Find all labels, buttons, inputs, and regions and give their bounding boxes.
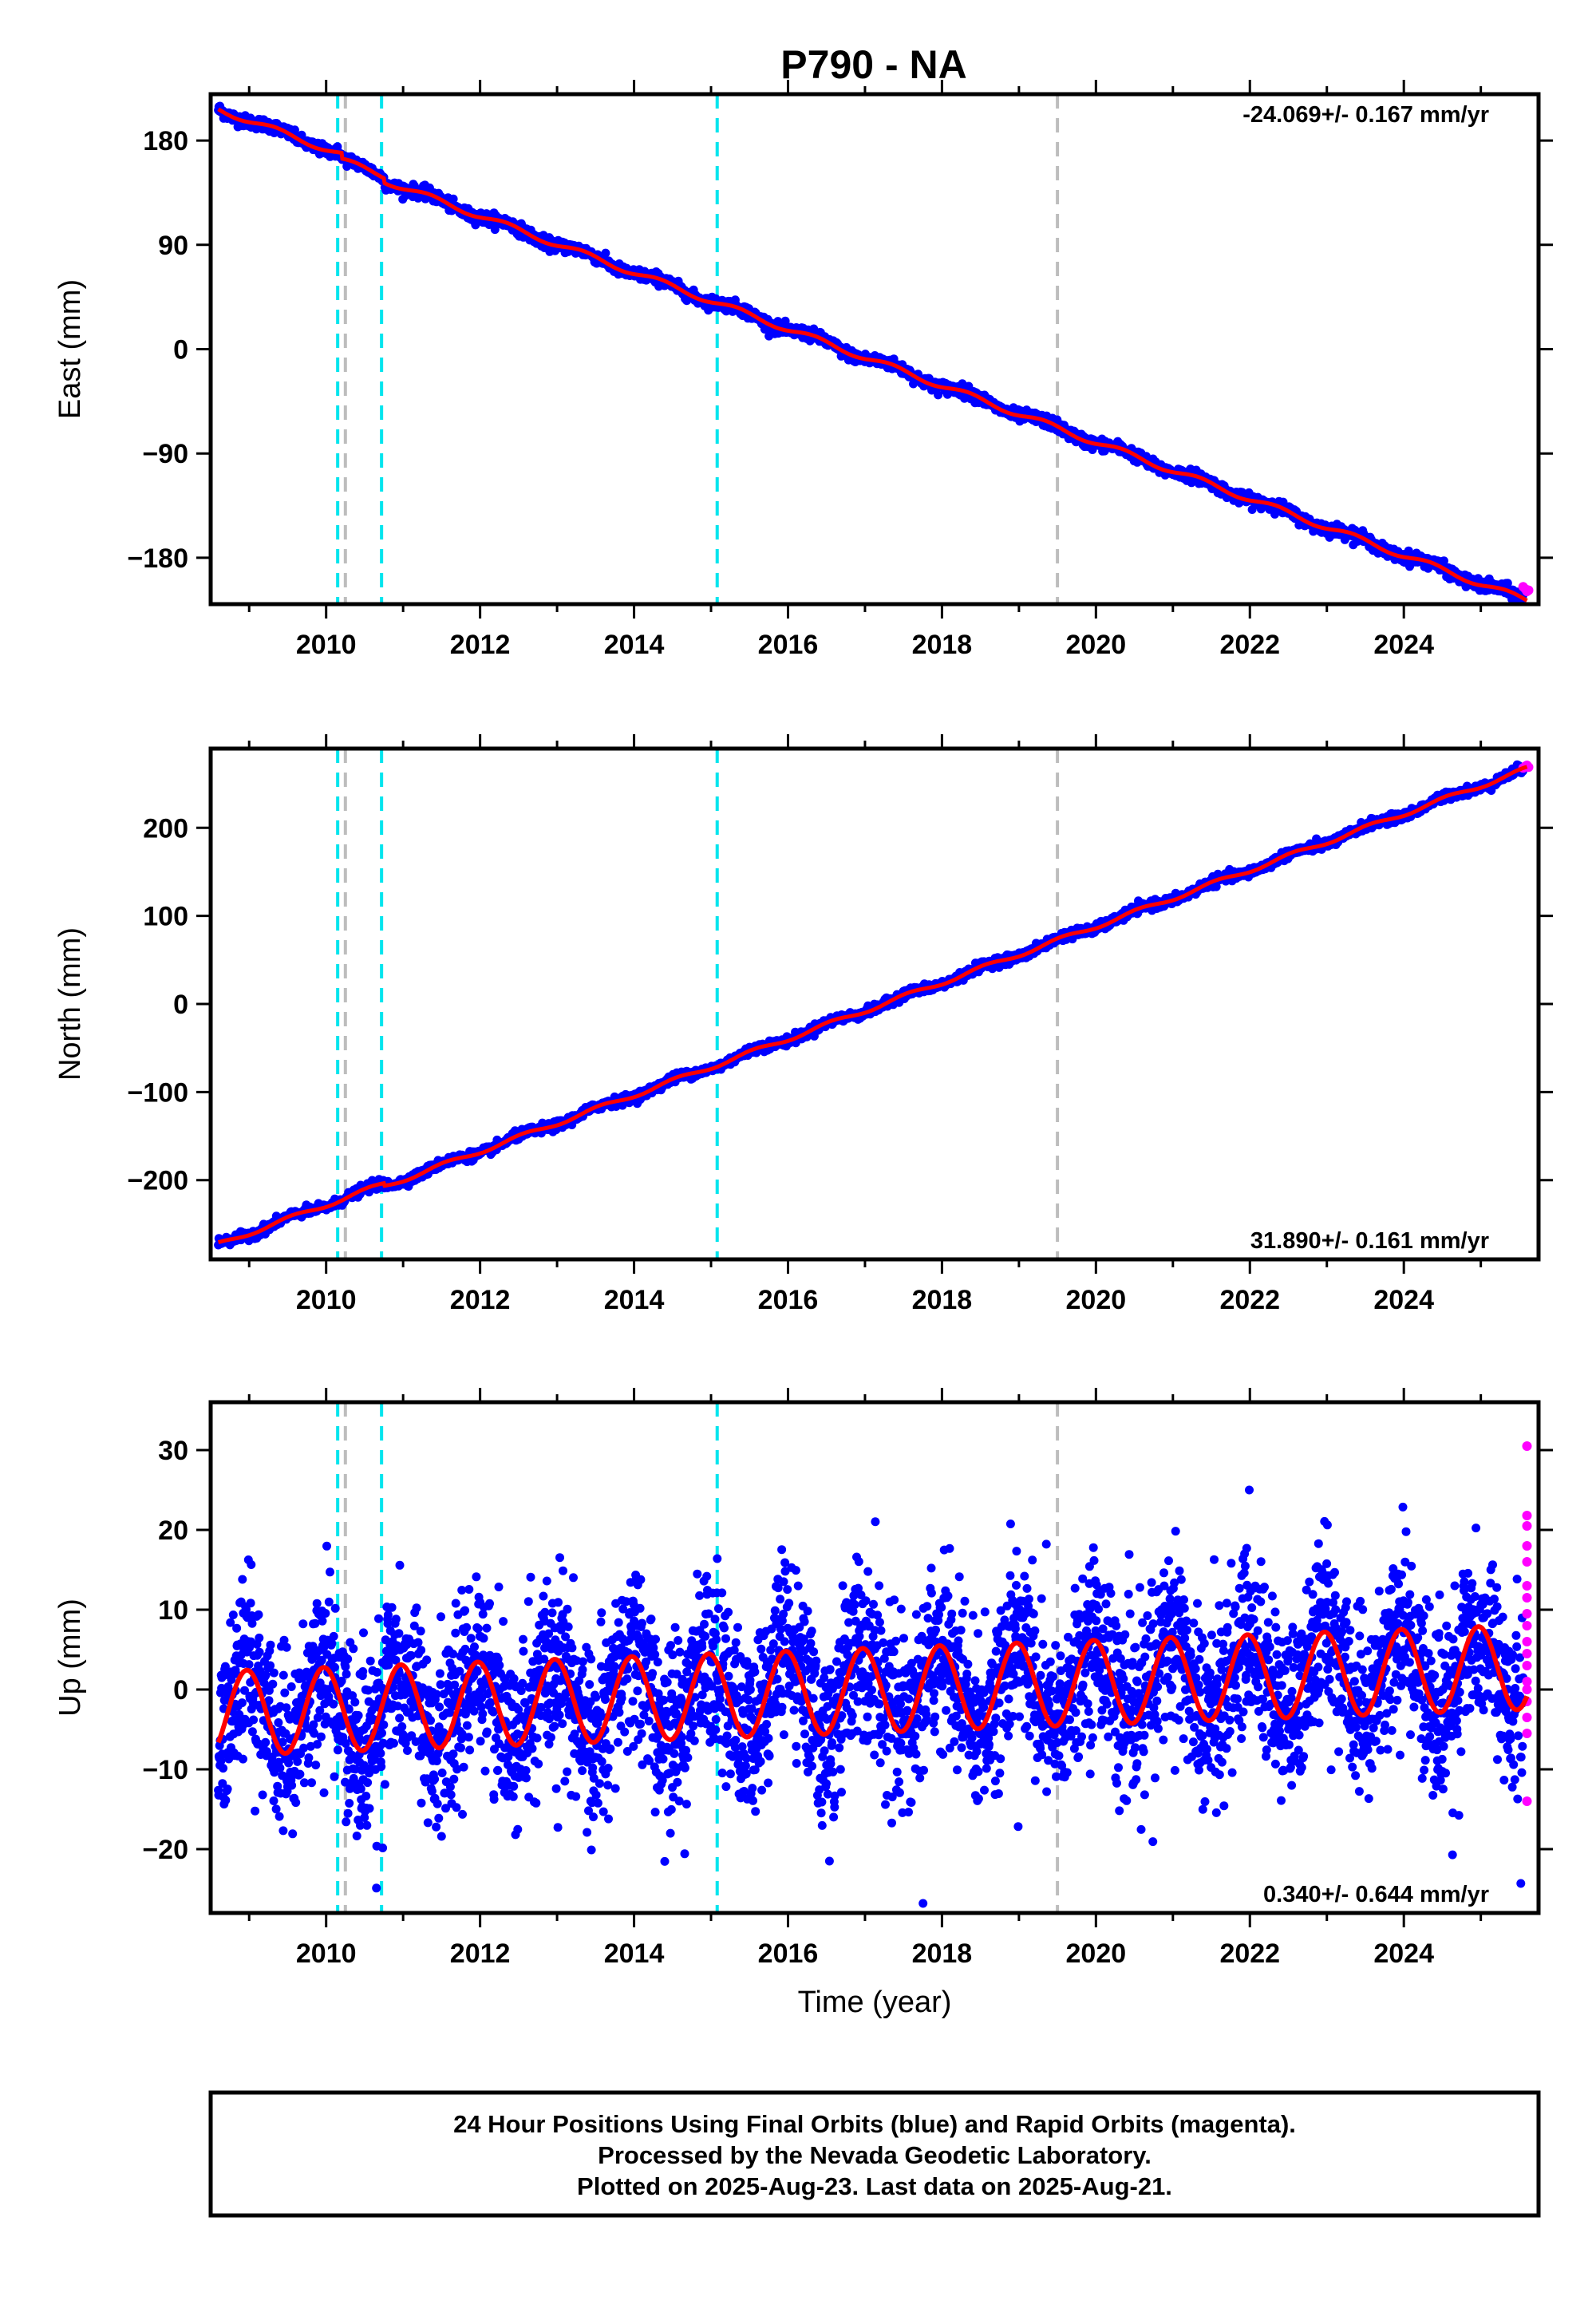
east-event-lines [336, 94, 1060, 604]
east-final-point [601, 248, 610, 258]
east-y-tick-label: 180 [143, 126, 188, 156]
figure-title: P790 - NA [780, 42, 966, 87]
east-x-tick-labels: 2010 2012 2014 2016 2018 2020 2022 2024 [296, 630, 1434, 660]
east-rate-annotation: -24.069+/- 0.167 mm/yr [1242, 102, 1489, 128]
east-x-tick-label: 2014 [604, 630, 665, 660]
east-y-tick-label: 0 [173, 335, 188, 366]
east-rapid-point [1523, 585, 1534, 595]
east-x-tick-label: 2010 [296, 630, 357, 660]
east-x-tick-label: 2018 [912, 630, 973, 660]
east-final-point [934, 390, 943, 400]
east-final-point [448, 194, 458, 204]
east-x-tick-label: 2022 [1219, 630, 1280, 660]
east-y-axis-label: East (mm) [53, 279, 87, 419]
east-x-tick-label: 2012 [450, 630, 511, 660]
east-final-point [780, 316, 790, 326]
east-x-tick-label: 2024 [1373, 630, 1434, 660]
east-x-tick-label: 2020 [1066, 630, 1127, 660]
north-event-lines [336, 749, 1060, 1259]
north-final-points [214, 760, 1527, 1250]
east-y-tick-label: −90 [142, 439, 188, 469]
east-y-tick-label: 90 [158, 231, 188, 261]
east-x-tick-label: 2016 [758, 630, 819, 660]
east-y-tick-labels: 180 90 0 −90 −180 [127, 126, 188, 574]
east-y-tick-label: −180 [127, 543, 188, 574]
